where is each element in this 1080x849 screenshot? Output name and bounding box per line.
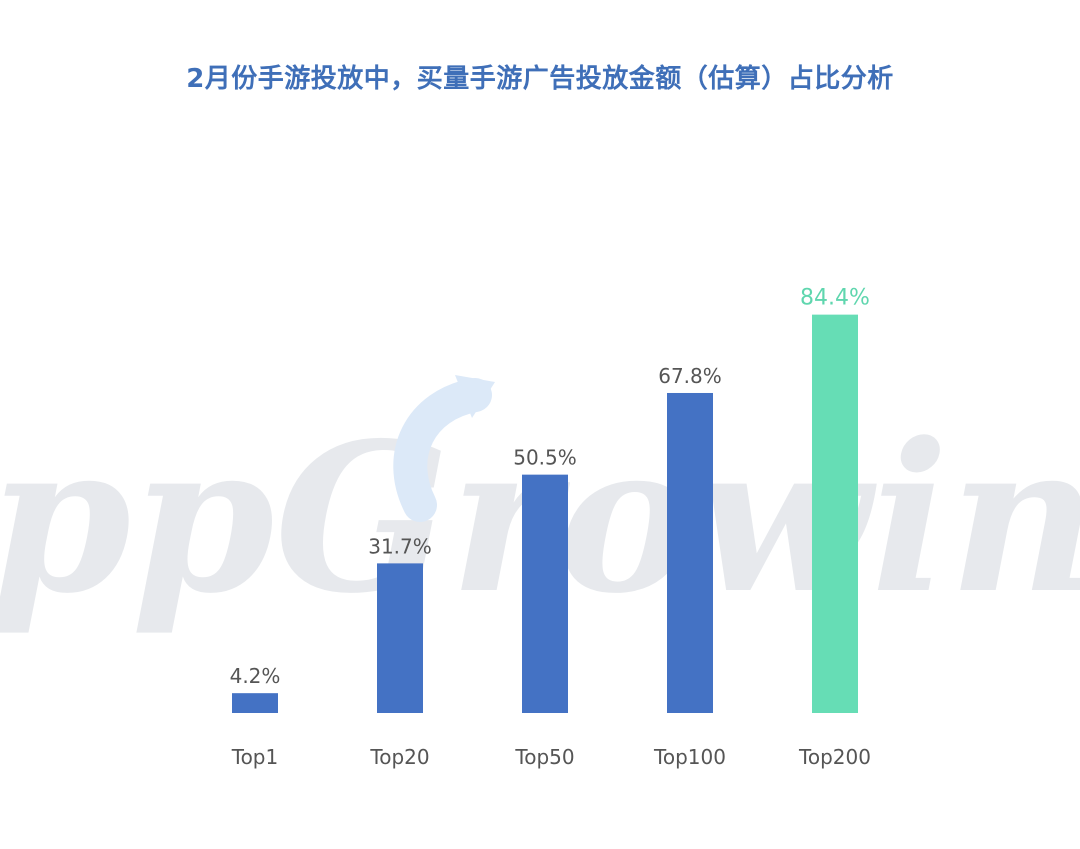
value-label-top100: 67.8% <box>658 364 722 388</box>
x-tick-label-top200: Top200 <box>798 745 871 769</box>
value-label-top50: 50.5% <box>513 446 577 470</box>
x-tick-label-top100: Top100 <box>653 745 726 769</box>
value-labels-group: 4.2% 31.7% 50.5% 67.8% 84.4% <box>230 286 870 689</box>
bar-top20 <box>377 563 423 713</box>
bar-top200 <box>812 314 858 713</box>
bar-top1 <box>232 693 278 713</box>
x-tick-label-top1: Top1 <box>231 745 278 769</box>
x-tick-labels-group: Top1 Top20 Top50 Top100 Top200 <box>231 745 871 769</box>
value-label-top1: 4.2% <box>230 664 281 688</box>
x-tick-label-top50: Top50 <box>514 745 574 769</box>
value-label-top200: 84.4% <box>800 286 870 311</box>
watermark-arrow-icon <box>393 378 492 522</box>
bar-top50 <box>522 474 568 713</box>
bars-group <box>232 314 858 713</box>
chart-title: 2月份手游投放中，买量手游广告投放金额（估算）占比分析 <box>186 64 894 94</box>
value-label-top20: 31.7% <box>368 534 432 558</box>
x-tick-label-top20: Top20 <box>369 745 429 769</box>
bar-top100 <box>667 392 713 713</box>
watermark-arrowhead-icon <box>455 375 495 418</box>
